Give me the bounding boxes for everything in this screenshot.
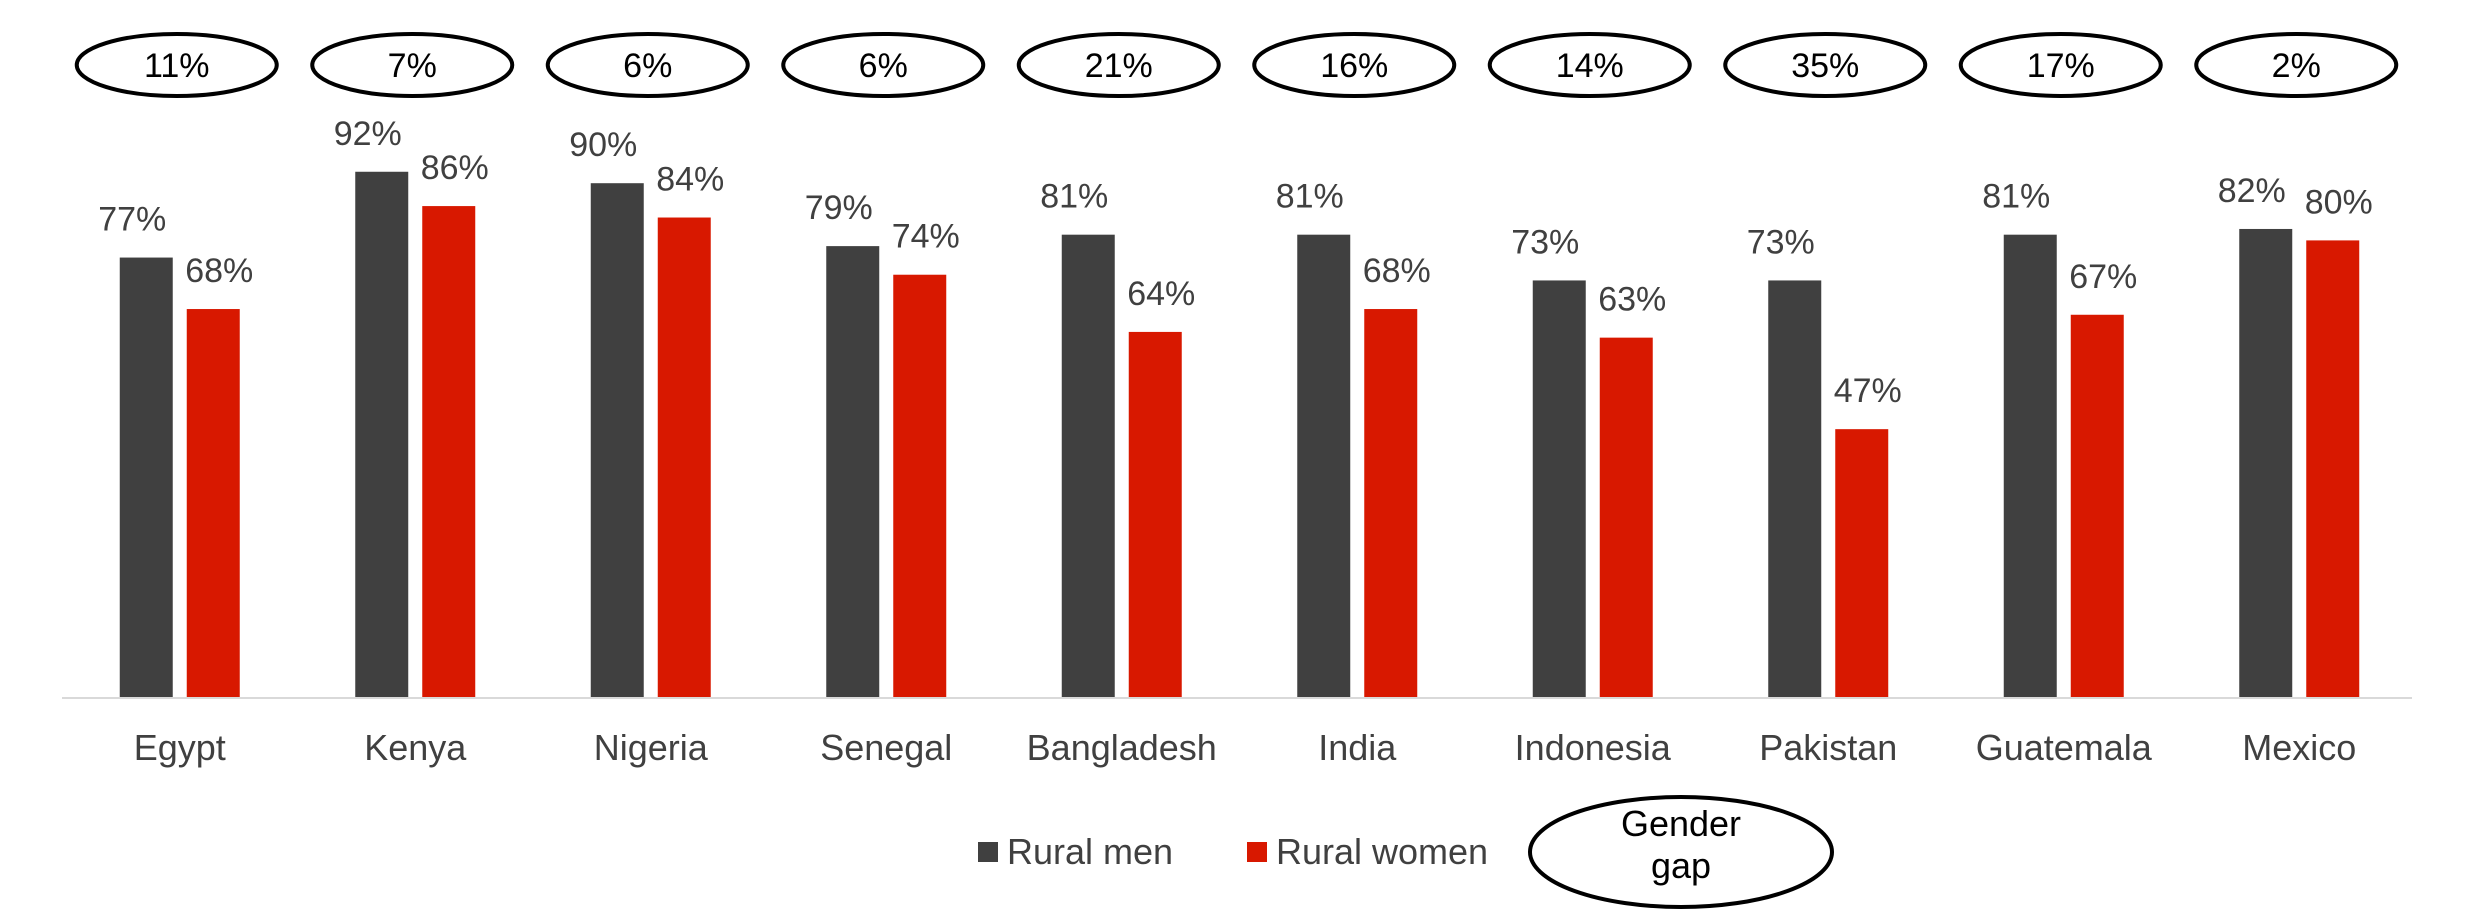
data-labels: 77% 68% 92% 86% 90% 84% 79% 74% 81% 64% 81% 68% 73% 6… bbox=[98, 115, 2373, 410]
gender-gap-label-senegal: 6% bbox=[859, 47, 908, 85]
data-label-rural-women-mexico: 80% bbox=[2305, 183, 2373, 221]
x-tick-label-senegal: Senegal bbox=[820, 727, 952, 768]
gender-gap-label-guatemala: 17% bbox=[2027, 47, 2095, 85]
data-label-rural-men-mexico: 82% bbox=[2218, 172, 2286, 210]
x-tick-label-india: India bbox=[1318, 727, 1397, 768]
bar-rural-men-senegal bbox=[826, 246, 880, 698]
legend-label-rural-men: Rural men bbox=[1007, 831, 1173, 872]
bar-rural-men-mexico bbox=[2239, 228, 2293, 698]
gender-gap-label-pakistan: 35% bbox=[1791, 47, 1859, 85]
data-label-rural-women-indonesia: 63% bbox=[1598, 281, 1666, 319]
data-label-rural-men-kenya: 92% bbox=[334, 115, 402, 153]
bar-rural-women-nigeria bbox=[657, 217, 711, 698]
data-label-rural-women-egypt: 68% bbox=[185, 252, 253, 290]
legend-label-rural-women: Rural women bbox=[1276, 831, 1488, 872]
bar-rural-women-pakistan bbox=[1835, 429, 1889, 698]
legend-swatch-rural-men bbox=[978, 842, 998, 862]
x-tick-label-guatemala: Guatemala bbox=[1976, 727, 2153, 768]
bar-rural-men-egypt bbox=[119, 257, 173, 698]
legend-swatch-rural-women bbox=[1247, 842, 1267, 862]
x-tick-label-indonesia: Indonesia bbox=[1515, 727, 1672, 768]
x-tick-label-egypt: Egypt bbox=[134, 727, 226, 768]
data-label-rural-men-indonesia: 73% bbox=[1511, 223, 1579, 261]
gender-gap-ellipse-bangladesh bbox=[1016, 32, 1221, 98]
bar-rural-women-india bbox=[1364, 309, 1418, 698]
data-label-rural-women-bangladesh: 64% bbox=[1127, 275, 1195, 313]
gender-gap-ellipse-pakistan bbox=[1723, 32, 1928, 98]
bar-rural-men-bangladesh bbox=[1061, 234, 1115, 698]
bar-rural-men-nigeria bbox=[590, 183, 644, 698]
gender-gap-label-nigeria: 6% bbox=[623, 47, 672, 85]
legend-gender-gap-ellipse bbox=[1528, 795, 1834, 909]
data-label-rural-men-senegal: 79% bbox=[805, 189, 873, 227]
gender-gap-label-kenya: 7% bbox=[388, 47, 437, 85]
bar-rural-men-pakistan bbox=[1768, 280, 1822, 698]
gender-gap-label-india: 16% bbox=[1320, 47, 1388, 85]
bar-rural-men-india bbox=[1297, 234, 1351, 698]
bar-rural-women-senegal bbox=[893, 274, 947, 698]
gender-gap-ellipse-india bbox=[1252, 32, 1457, 98]
gender-gap-ellipse-indonesia bbox=[1487, 32, 1692, 98]
data-label-rural-men-egypt: 77% bbox=[98, 201, 166, 239]
x-tick-label-nigeria: Nigeria bbox=[594, 727, 709, 768]
gender-gap-ellipse-mexico bbox=[2194, 32, 2399, 98]
data-label-rural-men-india: 81% bbox=[1276, 178, 1344, 216]
bar-rural-women-guatemala bbox=[2070, 314, 2124, 698]
gender-gap-label-indonesia: 14% bbox=[1556, 47, 1624, 85]
bar-rural-men-guatemala bbox=[2003, 234, 2057, 698]
legend: Rural men Rural women Gender gap bbox=[978, 795, 1834, 909]
gender-gap-label-bangladesh: 21% bbox=[1085, 47, 1153, 85]
data-label-rural-men-nigeria: 90% bbox=[569, 126, 637, 164]
gender-gap-ellipse-senegal bbox=[781, 32, 986, 98]
gender-gap-ellipse-egypt bbox=[74, 32, 279, 98]
bar-rural-women-kenya bbox=[422, 206, 476, 698]
x-tick-label-kenya: Kenya bbox=[364, 727, 467, 768]
x-tick-label-bangladesh: Bangladesh bbox=[1027, 727, 1217, 768]
bars bbox=[119, 171, 2360, 698]
x-axis-tick-labels: Egypt Kenya Nigeria Senegal Bangladesh India I… bbox=[134, 727, 2357, 768]
data-label-rural-women-pakistan: 47% bbox=[1834, 372, 1902, 410]
gender-gap-label-egypt: 11% bbox=[144, 47, 210, 85]
data-label-rural-women-nigeria: 84% bbox=[656, 161, 724, 199]
x-tick-label-mexico: Mexico bbox=[2242, 727, 2356, 768]
bar-rural-women-mexico bbox=[2306, 240, 2360, 698]
gender-gap-ellipse-nigeria bbox=[545, 32, 750, 98]
gender-gap-row: 11% 7% 6% 6% 21% 16% 14% 35% 17% 2% bbox=[74, 32, 2399, 98]
gender-gap-ellipse-kenya bbox=[310, 32, 515, 98]
data-label-rural-women-guatemala: 67% bbox=[2069, 258, 2137, 296]
bar-rural-men-indonesia bbox=[1532, 280, 1586, 698]
x-tick-label-pakistan: Pakistan bbox=[1759, 727, 1897, 768]
data-label-rural-women-india: 68% bbox=[1363, 252, 1431, 290]
data-label-rural-men-pakistan: 73% bbox=[1747, 223, 1815, 261]
bar-rural-men-kenya bbox=[355, 171, 409, 698]
data-label-rural-women-senegal: 74% bbox=[892, 218, 960, 256]
gender-gap-ellipse-guatemala bbox=[1958, 32, 2163, 98]
data-label-rural-men-bangladesh: 81% bbox=[1040, 178, 1108, 216]
gender-gap-label-mexico: 2% bbox=[2272, 47, 2321, 85]
bar-rural-women-egypt bbox=[186, 309, 240, 698]
data-label-rural-men-guatemala: 81% bbox=[1982, 178, 2050, 216]
bar-rural-women-indonesia bbox=[1599, 337, 1653, 698]
legend-gender-gap-label: Gender gap bbox=[1621, 803, 1741, 886]
data-label-rural-women-kenya: 86% bbox=[421, 149, 489, 187]
bar-rural-women-bangladesh bbox=[1128, 331, 1182, 698]
